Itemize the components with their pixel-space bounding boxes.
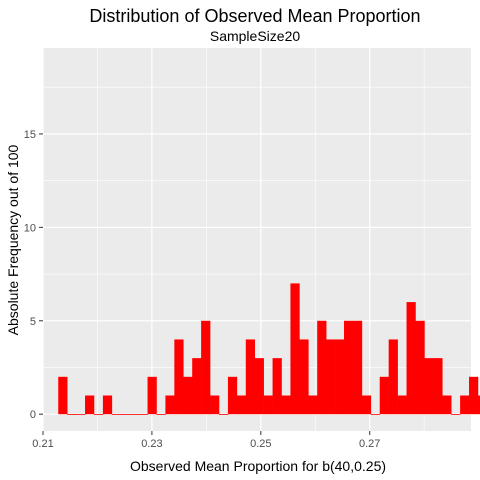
histogram-bar [388,339,398,415]
histogram-bar [460,395,470,415]
x-tick-label: 0.23 [141,438,162,450]
histogram-bar [370,414,381,415]
chart-title: Distribution of Observed Mean Proportion [89,6,420,26]
y-tick-label: 5 [30,316,36,328]
y-axis-title: Absolute Frequency out of 100 [5,144,21,335]
histogram-bar [308,395,318,415]
x-axis-title: Observed Mean Proportion for b(40,0.25) [130,458,386,474]
histogram-bar [67,414,77,415]
histogram-bar [326,339,336,415]
minor-gridlines [43,48,471,431]
histogram-bar [272,358,282,415]
histogram-bar [138,414,148,415]
x-tick-label: 0.25 [250,438,271,450]
histogram-bar [442,395,452,415]
y-tick-label: 15 [24,129,36,141]
histogram-bar [451,414,461,415]
y-tick-label: 0 [30,409,36,421]
histogram-bar [93,414,104,415]
histogram-bar [227,376,238,415]
histogram-bar [254,358,264,415]
histogram-bar [156,414,166,415]
y-tick-label: 10 [24,222,36,234]
histogram-bar [210,395,220,415]
histogram-bar [469,376,479,415]
histogram-bar [352,320,363,415]
histogram-bar [344,320,354,415]
histogram-bar [85,395,95,415]
histogram-bar [174,339,184,415]
histogram-bars [58,283,480,415]
histogram-bar [183,376,193,415]
histogram-bar [236,395,247,415]
histogram-bar [281,395,291,415]
histogram-bar [129,414,139,415]
histogram-bar [218,414,229,415]
x-tick-label: 0.27 [359,438,380,450]
histogram-bar [424,358,434,415]
histogram-bar [120,414,130,415]
histogram-bar [299,339,309,415]
histogram-bar [415,320,425,415]
x-axis: 0.21 0.23 0.25 0.27 [32,431,380,450]
histogram-bar [245,339,256,415]
chart-subtitle: SampleSize20 [210,28,300,44]
histogram-bar [111,414,122,415]
histogram-bar [433,358,443,415]
histogram-bar [165,395,175,415]
histogram-bar [290,283,300,415]
histogram-bar [102,395,113,415]
y-axis: 0 5 10 15 [24,129,43,421]
histogram-bar [379,376,389,415]
histogram-bar [263,395,273,415]
histogram-bar [147,376,157,415]
histogram-bar [335,339,345,415]
histogram-bar [201,320,211,415]
histogram-bar [317,320,327,415]
histogram-bar [76,414,86,415]
histogram-bar [361,395,372,415]
x-tick-label: 0.21 [32,438,53,450]
histogram-bar [477,395,480,415]
histogram-bar [406,302,416,415]
histogram-bar [397,395,407,415]
histogram-bar [192,358,202,415]
histogram-bar [58,376,68,415]
